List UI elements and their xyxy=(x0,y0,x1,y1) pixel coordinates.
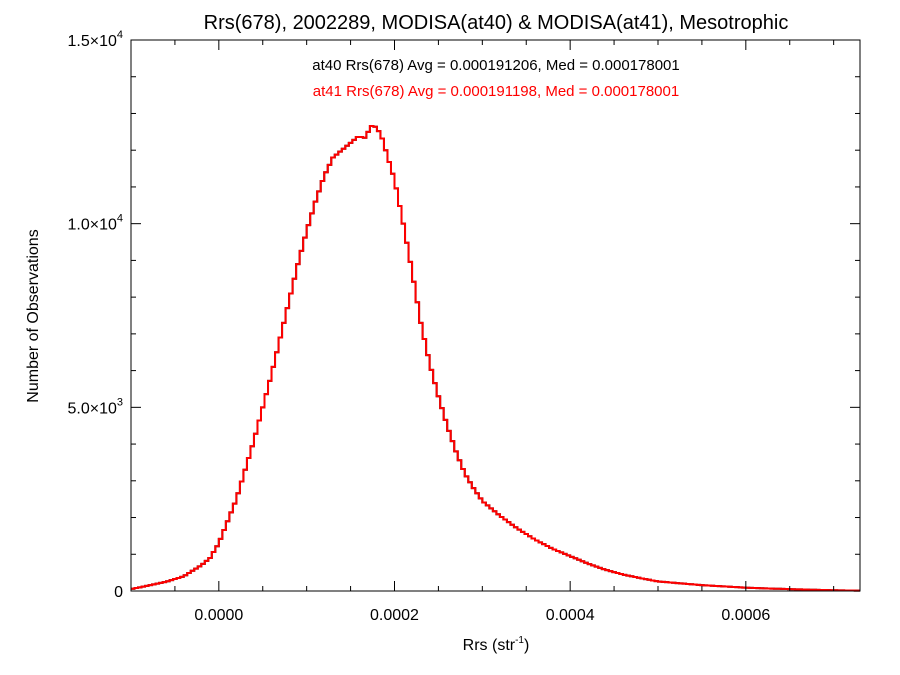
plot-frame xyxy=(130,39,861,592)
x-axis-label-main: Rrs (str xyxy=(463,637,516,654)
chart-title: Rrs(678), 2002289, MODISA(at40) & MODISA… xyxy=(204,12,789,34)
annotation-at41: at41 Rrs(678) Avg = 0.000191198, Med = 0… xyxy=(313,83,679,100)
y-tick-label: 5.0×103 xyxy=(67,396,123,417)
x-tick-label: 0.0006 xyxy=(721,607,770,624)
x-axis-label-close: ) xyxy=(524,637,529,654)
y-axis-label: Number of Observations xyxy=(25,229,42,402)
x-axis-label: Rrs (str-1) xyxy=(463,635,530,654)
x-axis: 0.0000 0.0002 0.0004 0.0006 xyxy=(130,40,835,624)
x-axis-label-exponent: -1 xyxy=(515,635,524,646)
y-tick-label: 0 xyxy=(114,584,123,601)
series-at40-histogram xyxy=(131,124,860,592)
y-axis: 0 5.0×103 1.0×104 1.5×104 xyxy=(67,29,860,601)
annotation-at40: at40 Rrs(678) Avg = 0.000191206, Med = 0… xyxy=(312,57,680,74)
series-at41-histogram xyxy=(131,124,860,592)
y-tick-label: 1.0×104 xyxy=(67,213,123,234)
x-tick-label: 0.0002 xyxy=(370,607,419,624)
x-tick-label: 0.0004 xyxy=(546,607,595,624)
y-tick-label: 1.5×104 xyxy=(67,29,123,50)
histogram-series-layer xyxy=(131,124,860,592)
x-tick-label: 0.0000 xyxy=(194,607,243,624)
